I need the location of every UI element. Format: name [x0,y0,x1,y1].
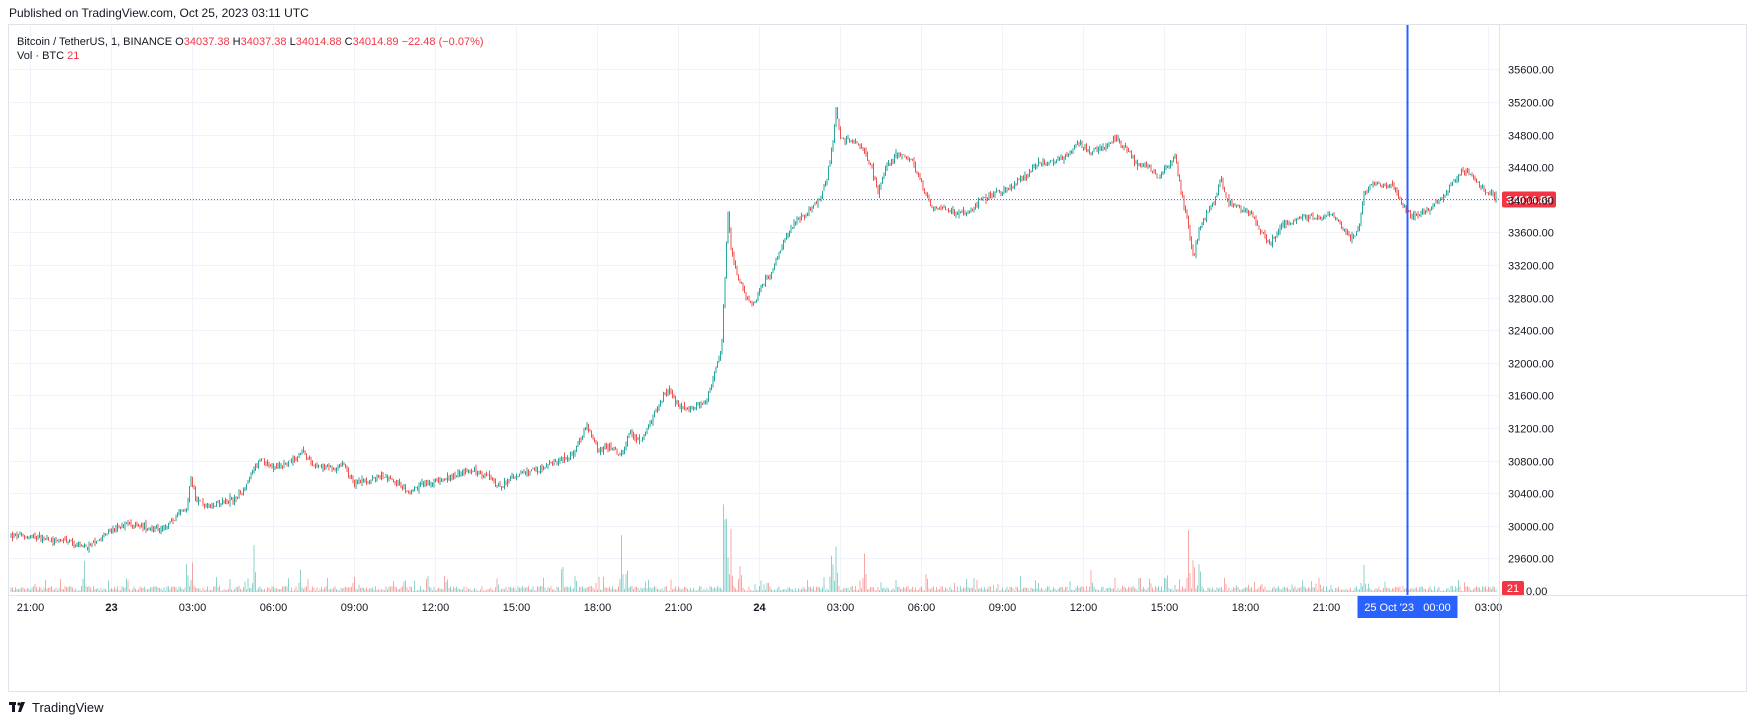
change-value: −22.48 (−0.07%) [401,36,484,48]
chart-panel[interactable]: 34014.89 21 0.00 25 Oct '23 00:00 29600.00 3… [8,24,1748,693]
volume-label[interactable]: Vol · BTC [17,50,65,62]
y-tick-label: 32800.00 [1508,294,1554,306]
x-tick-label: 06:00 [260,602,288,614]
volume-axis-label: 0.00 [1526,586,1547,598]
y-tick-label: 34000.00 [1508,196,1554,208]
close-value: 34014.89 [352,36,399,48]
x-tick-label: 21:00 [1313,602,1341,614]
y-tick-label: 31200.00 [1508,424,1554,436]
x-tick-label: 21:00 [665,602,693,614]
y-tick-label: 30800.00 [1508,457,1554,469]
x-tick-label: 15:00 [1151,602,1179,614]
y-tick-label: 34800.00 [1508,131,1554,143]
crosshair-time-label: 25 Oct '23 00:00 [1364,602,1451,614]
close-label: C [344,36,353,48]
volume-value: 21 [67,50,80,62]
high-value: 34037.38 [240,36,287,48]
last-volume-label: 21 [1507,583,1519,595]
brand-name: TradingView [32,700,104,715]
x-tick-label: 09:00 [341,602,369,614]
x-tick-label: 06:00 [908,602,936,614]
x-tick-label: 18:00 [584,602,612,614]
y-tick-label: 30000.00 [1508,522,1554,534]
last-price-label: 34014.89 [1506,195,1552,207]
y-tick-label: 31600.00 [1508,391,1554,403]
x-tick-label: 21:00 [17,602,45,614]
price-chart[interactable]: 34014.89 21 0.00 25 Oct '23 00:00 29600.00 3… [9,25,1748,693]
footer-brand[interactable]: TradingView [9,700,104,715]
low-value: 34014.88 [295,36,342,48]
y-tick-label: 33200.00 [1508,261,1554,273]
high-label: H [232,36,241,48]
open-value: 34037.38 [183,36,230,48]
y-tick-label: 34400.00 [1508,163,1554,175]
published-caption: Published on TradingView.com, Oct 25, 20… [9,6,309,20]
last-price-badge [1502,191,1556,208]
low-label: L [289,36,296,48]
x-tick-label: 23 [105,602,117,614]
y-tick-label: 35200.00 [1508,98,1554,110]
x-tick-label: 12:00 [1070,602,1098,614]
volume-legend: Vol · BTC 21 [17,50,79,62]
x-tick-label: 03:00 [179,602,207,614]
x-tick-label: 15:00 [503,602,531,614]
x-tick-label: 18:00 [1232,602,1260,614]
symbol-title[interactable]: Bitcoin / TetherUS, 1, BINANCE [17,36,173,48]
last-volume-badge [1502,581,1524,596]
y-tick-label: 32400.00 [1508,326,1554,338]
x-tick-label: 12:00 [422,602,450,614]
y-tick-label: 29600.00 [1508,554,1554,566]
tradingview-logo-icon [9,702,25,712]
y-tick-label: 35600.00 [1508,65,1554,77]
x-tick-label: 09:00 [989,602,1017,614]
x-tick-label: 03:00 [1475,602,1503,614]
x-tick-label: 03:00 [827,602,855,614]
y-tick-label: 33600.00 [1508,228,1554,240]
y-tick-label: 32000.00 [1508,359,1554,371]
ohlc-legend: Bitcoin / TetherUS, 1, BINANCE O34037.38… [17,34,484,50]
y-tick-label: 30400.00 [1508,489,1554,501]
crosshair-time-badge [1357,596,1458,618]
x-tick-label: 24 [753,602,766,614]
open-label: O [175,36,184,48]
